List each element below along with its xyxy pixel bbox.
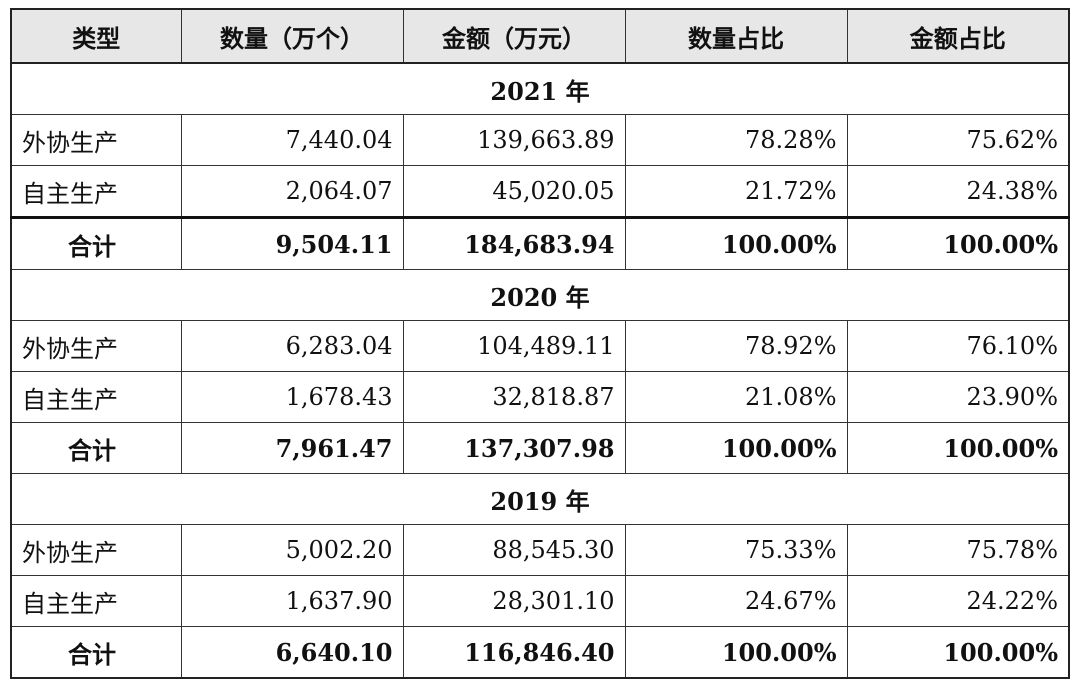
- row-quantity: 1,678.43: [180, 371, 404, 423]
- row-type: 自主生产: [10, 165, 182, 218]
- row-quantity-share: 24.67%: [624, 575, 848, 627]
- total-quantity: 9,504.11: [180, 216, 404, 270]
- table-row: 自主生产 2,064.07 45,020.05 21.72% 24.38%: [10, 165, 1070, 218]
- year-label: 2021 年: [10, 62, 1070, 115]
- total-label: 合计: [10, 626, 182, 679]
- total-label: 合计: [10, 422, 182, 474]
- row-amount: 104,489.11: [402, 320, 626, 372]
- header-type: 类型: [10, 8, 182, 64]
- row-quantity-share: 21.72%: [624, 165, 848, 218]
- table-row: 自主生产 1,678.43 32,818.87 21.08% 23.90%: [10, 371, 1070, 423]
- total-quantity: 6,640.10: [180, 626, 404, 679]
- header-amount-share: 金额占比: [846, 8, 1070, 64]
- row-amount-share: 24.38%: [846, 165, 1070, 218]
- table-row: 外协生产 7,440.04 139,663.89 78.28% 75.62%: [10, 114, 1070, 166]
- year-label: 2020 年: [10, 269, 1070, 321]
- row-type: 外协生产: [10, 320, 182, 372]
- production-table: 类型 数量（万个） 金额（万元） 数量占比 金额占比 2021 年 外协生产 7…: [10, 8, 1070, 679]
- row-amount-share: 24.22%: [846, 575, 1070, 627]
- header-row: 类型 数量（万个） 金额（万元） 数量占比 金额占比: [10, 8, 1070, 64]
- row-amount: 88,545.30: [402, 524, 626, 576]
- row-quantity-share: 21.08%: [624, 371, 848, 423]
- total-amount: 116,846.40: [402, 626, 626, 679]
- row-quantity: 5,002.20: [180, 524, 404, 576]
- row-amount-share: 75.62%: [846, 114, 1070, 166]
- row-amount-share: 75.78%: [846, 524, 1070, 576]
- row-quantity-share: 78.28%: [624, 114, 848, 166]
- row-amount: 28,301.10: [402, 575, 626, 627]
- row-quantity-share: 78.92%: [624, 320, 848, 372]
- row-type: 自主生产: [10, 575, 182, 627]
- row-amount: 45,020.05: [402, 165, 626, 218]
- total-quantity-share: 100.00%: [624, 422, 848, 474]
- header-quantity: 数量（万个）: [180, 8, 404, 64]
- total-row: 合计 7,961.47 137,307.98 100.00% 100.00%: [10, 422, 1070, 474]
- header-quantity-share: 数量占比: [624, 8, 848, 64]
- total-amount-share: 100.00%: [846, 626, 1070, 679]
- row-quantity: 1,637.90: [180, 575, 404, 627]
- year-label: 2019 年: [10, 473, 1070, 525]
- row-amount: 32,818.87: [402, 371, 626, 423]
- total-quantity-share: 100.00%: [624, 626, 848, 679]
- row-quantity-share: 75.33%: [624, 524, 848, 576]
- row-type: 外协生产: [10, 114, 182, 166]
- row-type: 自主生产: [10, 371, 182, 423]
- total-amount-share: 100.00%: [846, 422, 1070, 474]
- row-amount: 139,663.89: [402, 114, 626, 166]
- total-quantity-share: 100.00%: [624, 216, 848, 270]
- row-quantity: 6,283.04: [180, 320, 404, 372]
- table-row: 外协生产 5,002.20 88,545.30 75.33% 75.78%: [10, 524, 1070, 576]
- table-body: 2021 年 外协生产 7,440.04 139,663.89 78.28% 7…: [10, 62, 1070, 679]
- row-amount-share: 76.10%: [846, 320, 1070, 372]
- total-amount: 137,307.98: [402, 422, 626, 474]
- row-type: 外协生产: [10, 524, 182, 576]
- table-row: 外协生产 6,283.04 104,489.11 78.92% 76.10%: [10, 320, 1070, 372]
- year-row: 2021 年: [10, 62, 1070, 115]
- total-amount: 184,683.94: [402, 216, 626, 270]
- total-row: 合计 9,504.11 184,683.94 100.00% 100.00%: [10, 216, 1070, 270]
- table-header: 类型 数量（万个） 金额（万元） 数量占比 金额占比: [10, 8, 1070, 64]
- year-row: 2019 年: [10, 473, 1070, 525]
- total-label: 合计: [10, 216, 182, 270]
- total-amount-share: 100.00%: [846, 216, 1070, 270]
- row-quantity: 7,440.04: [180, 114, 404, 166]
- row-quantity: 2,064.07: [180, 165, 404, 218]
- row-amount-share: 23.90%: [846, 371, 1070, 423]
- total-quantity: 7,961.47: [180, 422, 404, 474]
- total-row: 合计 6,640.10 116,846.40 100.00% 100.00%: [10, 626, 1070, 679]
- table-container: 类型 数量（万个） 金额（万元） 数量占比 金额占比 2021 年 外协生产 7…: [10, 8, 1070, 679]
- header-amount: 金额（万元）: [402, 8, 626, 64]
- table-row: 自主生产 1,637.90 28,301.10 24.67% 24.22%: [10, 575, 1070, 627]
- year-row: 2020 年: [10, 269, 1070, 321]
